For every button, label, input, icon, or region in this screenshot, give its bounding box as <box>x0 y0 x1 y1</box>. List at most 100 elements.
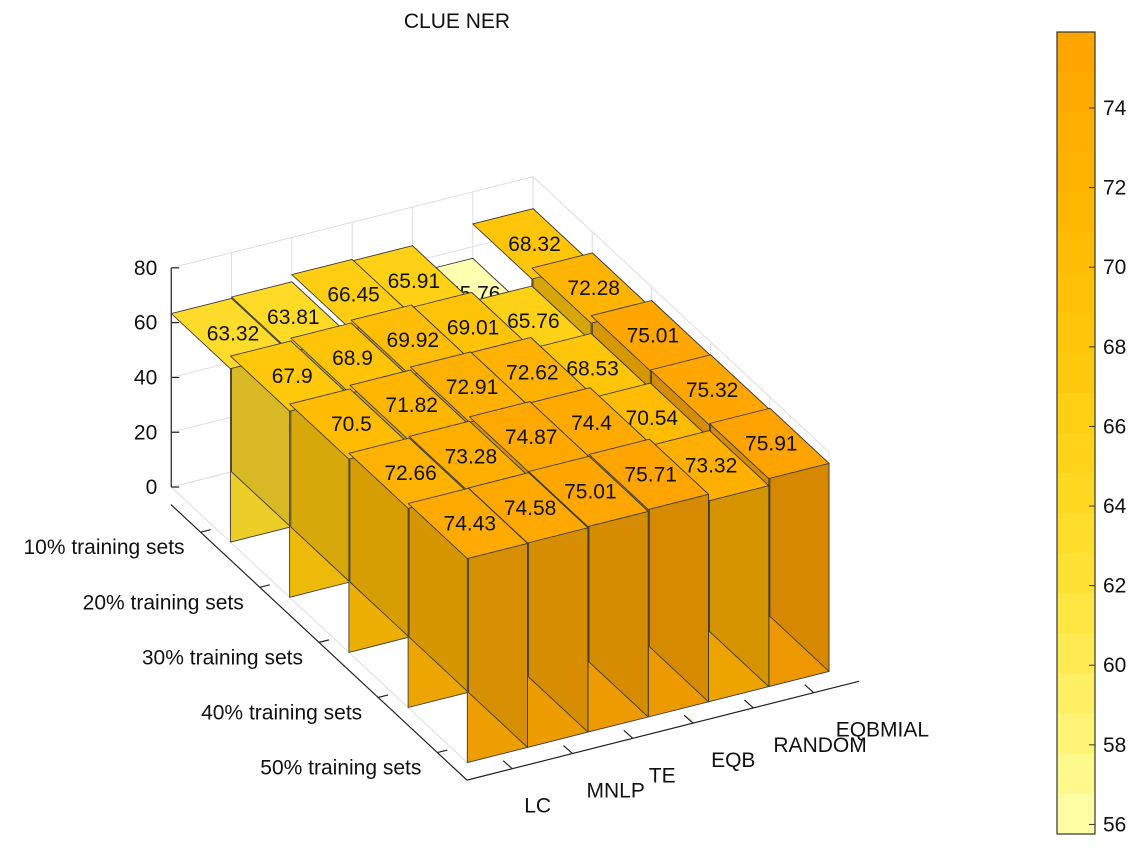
bar: 75.71 <box>588 438 709 718</box>
bar: 75.01 <box>528 455 649 733</box>
bar-value-label: 72.66 <box>384 462 437 485</box>
bar-value-label: 75.32 <box>686 379 739 402</box>
colorbar-swatch <box>1057 112 1095 153</box>
bar-value-label: 63.32 <box>207 323 260 346</box>
colorbar-swatch <box>1057 473 1095 514</box>
col-tick-label: EQB <box>711 749 755 772</box>
col-tick-label: MNLP <box>587 780 645 803</box>
col-tick <box>804 684 815 694</box>
bar-value-label: 74.58 <box>504 497 557 520</box>
z-tick-label: 0 <box>146 476 158 499</box>
bar-top-face <box>528 455 649 528</box>
colorbar-tick-label: 56 <box>1103 813 1126 836</box>
bar-value-label: 72.62 <box>506 362 559 385</box>
bar: 73.32 <box>648 430 770 703</box>
colorbar-tick-label: 70 <box>1103 256 1126 279</box>
bar-value-label: 72.28 <box>567 277 620 300</box>
colorbar-swatch <box>1057 593 1095 634</box>
col-axis <box>466 680 860 781</box>
colorbar-swatch <box>1057 633 1095 675</box>
colorbar-tick-label: 68 <box>1103 336 1126 359</box>
col-tick-label: EQBMIAL <box>836 719 929 742</box>
colorbar-tick-label: 60 <box>1103 654 1126 677</box>
bar-value-label: 63.81 <box>267 306 320 329</box>
colorbar-swatch <box>1057 232 1095 274</box>
bar-value-label: 67.9 <box>272 365 313 388</box>
colorbar-swatch <box>1057 553 1095 594</box>
colorbar-swatch <box>1057 392 1095 434</box>
bar-value-label: 74.87 <box>505 426 558 449</box>
z-tick-label: 80 <box>134 257 157 280</box>
row-tick <box>378 694 389 699</box>
bar-value-label: 75.91 <box>745 432 798 455</box>
colorbar-tick-label: 66 <box>1103 415 1126 438</box>
colorbar: 56 58 60 62 64 66 68 70 72 74 <box>1056 31 1127 836</box>
col-tick <box>563 745 573 754</box>
col-tick-label: RANDOM <box>773 734 866 757</box>
row-tick-label: 20% training sets <box>83 591 244 614</box>
colorbar-swatch <box>1057 72 1095 113</box>
bar-value-label: 71.82 <box>385 394 438 417</box>
colorbar-swatch <box>1057 433 1095 474</box>
colorbar-swatch <box>1057 152 1095 193</box>
bar-value-label: 68.32 <box>508 233 561 256</box>
row-tick-label: 40% training sets <box>201 701 362 724</box>
colorbar-swatch <box>1057 352 1095 394</box>
bar-value-label: 74.43 <box>444 512 497 535</box>
colorbar-swatch <box>1057 312 1095 354</box>
row-tick-label: 30% training sets <box>142 646 303 669</box>
col-tick-label: TE <box>649 764 676 787</box>
bar-value-label: 69.01 <box>447 316 500 339</box>
bar-value-label: 68.9 <box>332 347 373 370</box>
bar-top-face <box>588 438 709 510</box>
row-tick <box>318 639 330 643</box>
colorbar-swatch <box>1057 513 1095 554</box>
bar-value-label: 73.28 <box>445 445 498 468</box>
col-tick <box>683 714 694 724</box>
row-tick <box>437 749 448 754</box>
bar-value-label: 70.54 <box>626 407 679 430</box>
bar-value-label: 75.71 <box>624 463 677 486</box>
col-tick-label: LC <box>524 795 551 818</box>
col-tick <box>502 760 513 770</box>
colorbar-frame <box>1056 31 1096 835</box>
col-tick <box>623 729 634 739</box>
colorbar-tick-label: 74 <box>1103 97 1127 120</box>
axes-layer: 0 20 40 60 80 10% training sets 20% training s… <box>23 257 929 818</box>
z-tick-label: 40 <box>134 366 157 389</box>
row-tick-label: 50% training sets <box>260 757 421 780</box>
bar-value-label: 74.4 <box>571 412 612 435</box>
bar: 74.43 <box>407 487 528 764</box>
colorbar-swatch <box>1057 272 1095 314</box>
grid-line <box>532 176 830 453</box>
bar: 75.91 <box>709 407 830 688</box>
colorbar-tick-label: 62 <box>1103 575 1126 598</box>
bar-value-label: 73.32 <box>685 455 738 478</box>
bar: 74.58 <box>467 472 589 748</box>
bar-value-label: 69.92 <box>387 329 440 352</box>
bar-value-label: 66.45 <box>327 284 380 307</box>
col-tick <box>744 699 754 709</box>
colorbar-swatch <box>1057 713 1095 755</box>
bar-value-label: 68.53 <box>566 358 619 381</box>
colorbar-swatch <box>1057 793 1095 835</box>
bar-value-label: 65.76 <box>507 310 560 333</box>
colorbar-swatch <box>1057 673 1095 715</box>
colorbar-tick-label: 64 <box>1103 495 1127 518</box>
row-tick-label: 10% training sets <box>23 536 184 559</box>
grid-line <box>170 486 468 763</box>
bar-value-label: 65.91 <box>388 270 441 293</box>
colorbar-swatch <box>1057 32 1095 73</box>
colorbar-tick-label: 58 <box>1103 734 1126 757</box>
bar-top-face <box>709 407 830 480</box>
bar-value-label: 75.01 <box>627 325 680 348</box>
z-tick-label: 20 <box>134 421 157 444</box>
bar-value-label: 75.01 <box>564 480 617 503</box>
colorbar-tick-label: 72 <box>1103 177 1126 200</box>
bar-value-label: 70.5 <box>331 413 372 436</box>
colorbar-swatch <box>1057 192 1095 233</box>
z-tick-label: 60 <box>134 312 157 335</box>
colorbar-swatch <box>1057 753 1095 795</box>
